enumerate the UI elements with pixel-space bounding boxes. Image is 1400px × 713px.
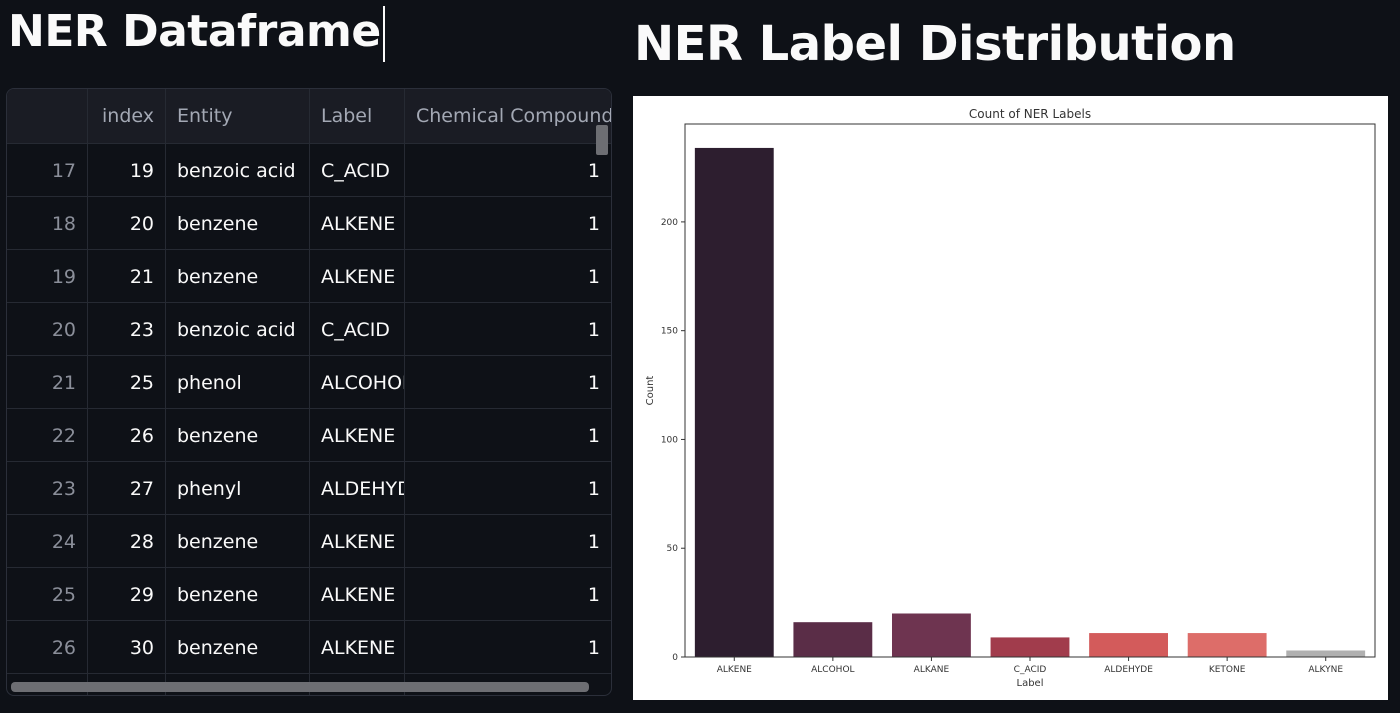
cell-index[interactable]: 26 [88,409,166,462]
cell-index[interactable]: 27 [88,462,166,515]
label-distribution-chart: Count of NER Labels ALKENE ALCOHOL ALKANE C_… [633,96,1388,700]
cell-entity[interactable]: benzene [166,568,310,621]
cell-chemical-compound[interactable]: 1 [587,583,600,606]
header-cell-label[interactable]: Label [310,89,405,143]
header-cell-chemical-compound[interactable]: Chemical Compound [416,105,611,127]
cell-label[interactable]: ALKENE [310,515,405,568]
cell-rowindex[interactable]: 17 [7,144,88,197]
dataframe-heading-text: NER Dataframe [8,6,381,57]
chart-title: Count of NER Labels [969,107,1091,121]
cell-entity[interactable]: benzoic acid [166,144,310,197]
cell-chemical-compound[interactable]: 1 [587,212,600,235]
bar-alkene [694,147,774,657]
cell-index[interactable]: 19 [88,144,166,197]
y-tick-label: 50 [667,544,679,554]
cell-label[interactable]: ALKENE [310,568,405,621]
cell-index[interactable]: 25 [88,356,166,409]
table-row[interactable]: 20 23 benzoic acid C_ACID 1 [7,302,611,356]
cell-rowindex[interactable]: 21 [7,356,88,409]
cell-chemical-compound[interactable]: 1 [587,530,600,553]
cell-label[interactable]: ALKENE [310,250,405,303]
cell-entity[interactable]: benzene [166,250,310,303]
bar-c-acid [990,637,1070,657]
cell-index[interactable]: 23 [88,303,166,356]
table-row[interactable]: 24 28 benzene ALKENE 1 [7,514,611,568]
table-row[interactable]: 18 20 benzene ALKENE 1 [7,196,611,250]
cell-chemical-compound[interactable]: 1 [587,477,600,500]
cell-rowindex[interactable]: 23 [7,462,88,515]
table-row[interactable]: 22 26 benzene ALKENE 1 [7,408,611,462]
cell-rowindex[interactable]: 19 [7,250,88,303]
x-tick-label: ALKENE [717,665,752,675]
cell-chemical-compound[interactable]: 1 [587,265,600,288]
cell-label[interactable]: ALKENE [310,621,405,674]
table-row[interactable]: 26 30 benzene ALKENE 1 [7,620,611,674]
bar-aldehyde [1089,633,1168,657]
cell-entity[interactable]: benzene [166,515,310,568]
vertical-scrollbar[interactable] [596,125,608,155]
table-row[interactable]: 21 25 phenol ALCOHOL 1 [7,355,611,409]
cell-chemical-compound[interactable]: 1 [587,424,600,447]
cell-index[interactable]: 20 [88,197,166,250]
cell-chemical-compound[interactable]: 1 [587,318,600,341]
ner-dataframe[interactable]: index Entity Label Chemical Compound 17 1… [6,88,612,696]
dataframe-heading: NER Dataframe [8,6,385,62]
x-tick-label: ALKANE [914,665,950,675]
y-tick-label: 0 [672,653,678,663]
cell-rowindex[interactable]: 20 [7,303,88,356]
cell-rowindex[interactable]: 26 [7,621,88,674]
header-cell-rowindex[interactable] [7,89,88,143]
table-row[interactable]: 25 29 benzene ALKENE 1 [7,567,611,621]
cell-index[interactable]: 28 [88,515,166,568]
x-axis-label: Label [1017,678,1044,689]
x-tick-label: KETONE [1209,665,1246,675]
text-cursor [382,6,385,62]
cell-label[interactable]: ALDEHYD [310,462,405,515]
header-cell-entity[interactable]: Entity [166,89,310,143]
header-cell-index[interactable]: index [88,89,166,143]
x-tick-label: C_ACID [1014,665,1047,675]
cell-index[interactable]: 30 [88,621,166,674]
table-row[interactable]: 17 19 benzoic acid C_ACID 1 [7,143,611,197]
bar-alkane [892,613,971,657]
cell-entity[interactable]: benzoic acid [166,303,310,356]
plot-frame [684,123,1376,658]
table-row[interactable]: 23 27 phenyl ALDEHYD 1 [7,461,611,515]
dataframe-header-row: index Entity Label Chemical Compound [7,89,611,143]
bar-alcohol [793,622,873,657]
cell-label[interactable]: C_ACID [310,144,405,197]
cell-rowindex[interactable]: 22 [7,409,88,462]
x-tick-label: ALKYNE [1308,665,1343,675]
y-axis-label: Count [645,376,656,406]
cell-chemical-compound[interactable]: 1 [587,159,600,182]
cell-rowindex[interactable]: 18 [7,197,88,250]
table-row[interactable]: 19 21 benzene ALKENE 1 [7,249,611,303]
bar-chart-svg: Count of NER Labels ALKENE ALCOHOL ALKANE C_… [645,107,1376,689]
y-tick-label: 200 [661,218,678,228]
horizontal-scrollbar[interactable] [11,682,589,692]
y-tick-label: 150 [661,327,678,337]
cell-label[interactable]: ALKENE [310,409,405,462]
chart-heading: NER Label Distribution [634,16,1236,72]
cell-entity[interactable]: phenyl [166,462,310,515]
cell-index[interactable]: 21 [88,250,166,303]
cell-entity[interactable]: phenol [166,356,310,409]
x-tick-label: ALCOHOL [811,665,854,675]
bar-alkyne [1286,650,1366,657]
cell-chemical-compound[interactable]: 1 [587,636,600,659]
cell-rowindex[interactable]: 25 [7,568,88,621]
cell-rowindex[interactable]: 24 [7,515,88,568]
cell-label[interactable]: ALKENE [310,197,405,250]
x-tick-label: ALDEHYDE [1104,665,1153,675]
cell-chemical-compound[interactable]: 1 [587,371,600,394]
bar-ketone [1187,633,1267,657]
cell-entity[interactable]: benzene [166,409,310,462]
cell-label[interactable]: C_ACID [310,303,405,356]
cell-entity[interactable]: benzene [166,197,310,250]
cell-label[interactable]: ALCOHOL [310,356,405,409]
y-tick-label: 100 [661,435,678,445]
cell-index[interactable]: 29 [88,568,166,621]
cell-entity[interactable]: benzene [166,621,310,674]
